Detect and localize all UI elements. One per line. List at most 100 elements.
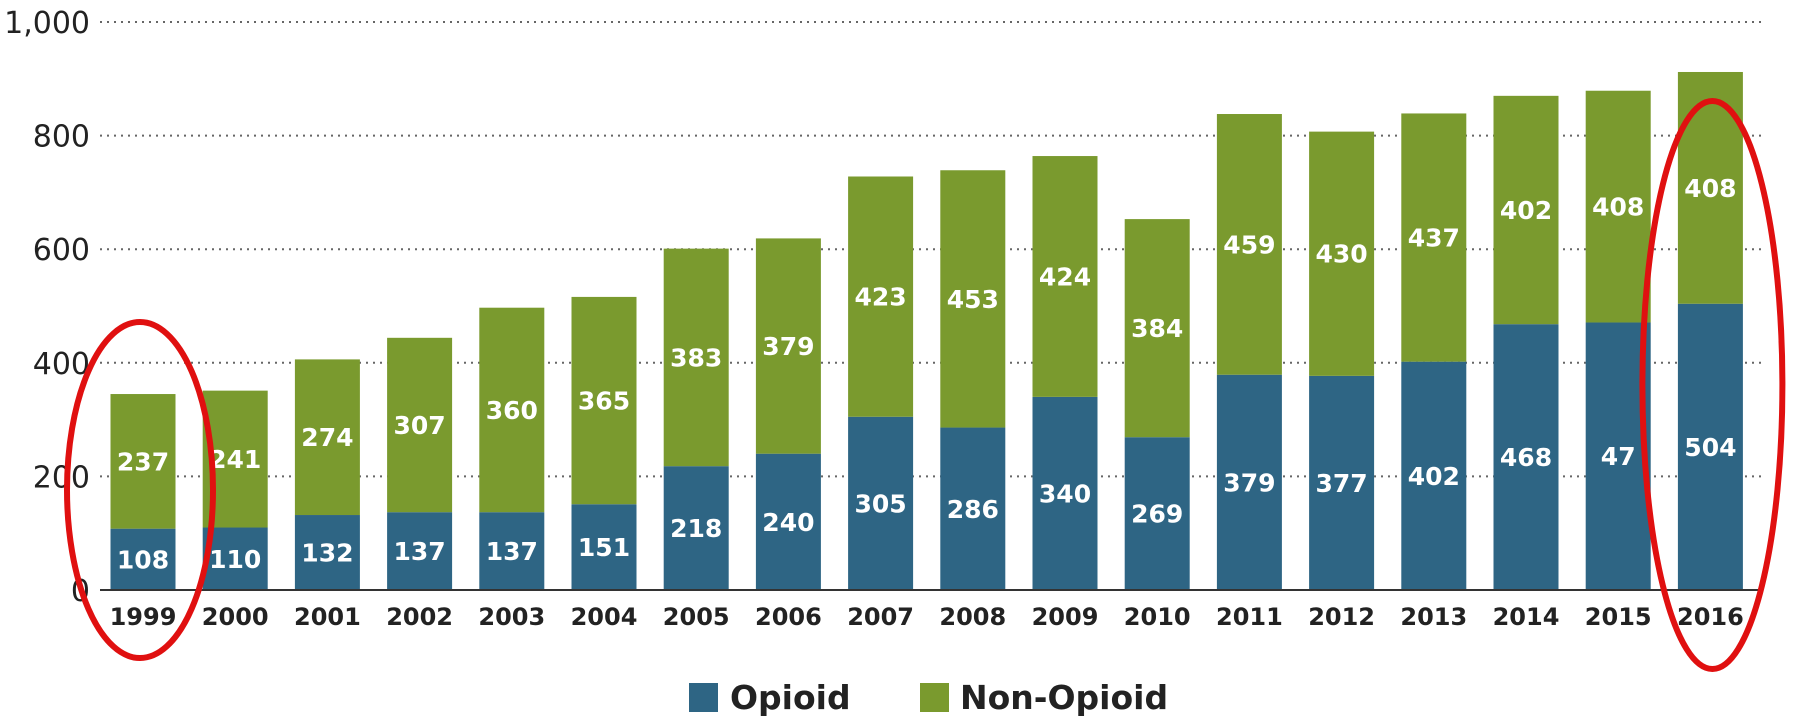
data-label-opioid-2009: 340 bbox=[1039, 479, 1091, 508]
bar-opioid-1999 bbox=[110, 528, 176, 590]
bar-opioid-2011 bbox=[1216, 374, 1282, 590]
bar-opioid-2012 bbox=[1309, 375, 1375, 590]
bar-opioid-2002 bbox=[387, 512, 453, 590]
bar-opioid-2009 bbox=[1032, 396, 1098, 590]
bar-non-opioid-2005 bbox=[663, 248, 729, 467]
data-label-non-opioid-2010: 384 bbox=[1131, 314, 1183, 343]
data-label-opioid-2016: 504 bbox=[1684, 433, 1736, 462]
annotation-circle-2016 bbox=[1639, 98, 1786, 672]
data-label-non-opioid-2001: 274 bbox=[301, 423, 353, 452]
bar-opioid-2008 bbox=[940, 427, 1006, 590]
data-label-non-opioid-2000: 241 bbox=[209, 445, 261, 474]
bar-non-opioid-2008 bbox=[940, 170, 1006, 428]
bar-non-opioid-2010 bbox=[1124, 219, 1190, 438]
data-label-opioid-2000: 110 bbox=[209, 545, 261, 574]
x-tick-label-2001: 2001 bbox=[294, 603, 361, 631]
data-label-non-opioid-2007: 423 bbox=[855, 283, 907, 312]
bar-non-opioid-2011 bbox=[1216, 114, 1282, 375]
legend-swatch-non-opioid bbox=[920, 683, 949, 712]
x-tick-label-2012: 2012 bbox=[1308, 603, 1375, 631]
bar-opioid-2000 bbox=[202, 527, 268, 590]
bar-opioid-2016 bbox=[1677, 303, 1743, 590]
bar-non-opioid-2006 bbox=[755, 238, 821, 454]
legend-swatch-opioid bbox=[689, 683, 718, 712]
x-tick-label-2000: 2000 bbox=[202, 603, 269, 631]
data-label-non-opioid-2014: 402 bbox=[1500, 196, 1552, 225]
bar-non-opioid-2012 bbox=[1309, 131, 1375, 376]
bar-opioid-2005 bbox=[663, 466, 729, 590]
bar-opioid-2004 bbox=[571, 504, 637, 590]
data-label-non-opioid-2006: 379 bbox=[762, 332, 814, 361]
x-tick-label-2016: 2016 bbox=[1677, 603, 1744, 631]
data-label-opioid-2015: 47 bbox=[1601, 442, 1636, 471]
data-label-opioid-2010: 269 bbox=[1131, 500, 1183, 529]
data-label-non-opioid-2003: 360 bbox=[486, 396, 538, 425]
data-label-opioid-2007: 305 bbox=[855, 489, 907, 518]
data-label-non-opioid-2009: 424 bbox=[1039, 262, 1091, 291]
bar-opioid-2003 bbox=[479, 512, 545, 590]
data-label-opioid-2001: 132 bbox=[301, 539, 353, 568]
bar-non-opioid-1999 bbox=[110, 394, 176, 529]
data-label-non-opioid-2013: 437 bbox=[1408, 224, 1460, 253]
data-label-non-opioid-1999: 237 bbox=[117, 447, 169, 476]
data-label-non-opioid-2015: 408 bbox=[1592, 193, 1644, 222]
bar-non-opioid-2001 bbox=[294, 359, 360, 516]
bar-non-opioid-2004 bbox=[571, 296, 637, 505]
bar-non-opioid-2003 bbox=[479, 307, 545, 513]
legend-label-non-opioid: Non-Opioid bbox=[960, 678, 1168, 717]
bar-non-opioid-2014 bbox=[1493, 95, 1559, 325]
bar-non-opioid-2002 bbox=[387, 337, 453, 513]
x-tick-label-2007: 2007 bbox=[847, 603, 914, 631]
data-label-opioid-2011: 379 bbox=[1223, 468, 1275, 497]
data-label-opioid-2005: 218 bbox=[670, 514, 722, 543]
x-axis-tick-labels: 1999 2000 2001 2002 2003 2004 2005 2006 2007 2008… bbox=[110, 603, 1744, 631]
bar-non-opioid-2007 bbox=[848, 176, 914, 417]
bar-non-opioid-2015 bbox=[1585, 90, 1651, 323]
x-tick-label-2006: 2006 bbox=[755, 603, 822, 631]
bars: 108 237 110 241 132 274 137 307 137 360 151 365 218 3… bbox=[110, 71, 1743, 590]
y-tick-label: 400 bbox=[33, 347, 90, 382]
x-tick-label-2003: 2003 bbox=[478, 603, 545, 631]
y-tick-label: 600 bbox=[33, 233, 90, 268]
legend: Opioid Non-Opioid bbox=[689, 678, 1168, 717]
x-tick-label-2005: 2005 bbox=[663, 603, 730, 631]
x-tick-label-2004: 2004 bbox=[571, 603, 638, 631]
x-tick-label-2015: 2015 bbox=[1585, 603, 1652, 631]
y-tick-label: 1,000 bbox=[4, 6, 90, 41]
data-label-opioid-2002: 137 bbox=[394, 537, 446, 566]
data-label-non-opioid-2008: 453 bbox=[947, 285, 999, 314]
data-label-non-opioid-2005: 383 bbox=[670, 343, 722, 372]
data-label-non-opioid-2002: 307 bbox=[394, 411, 446, 440]
bar-opioid-2007 bbox=[848, 416, 914, 590]
y-tick-label: 200 bbox=[33, 460, 90, 495]
x-tick-label-2010: 2010 bbox=[1124, 603, 1191, 631]
bar-opioid-2014 bbox=[1493, 324, 1559, 590]
x-tick-label-2014: 2014 bbox=[1493, 603, 1560, 631]
data-label-opioid-2004: 151 bbox=[578, 533, 630, 562]
data-label-opioid-2008: 286 bbox=[947, 495, 999, 524]
data-label-opioid-2014: 468 bbox=[1500, 443, 1552, 472]
data-label-non-opioid-2004: 365 bbox=[578, 387, 630, 416]
data-label-opioid-2003: 137 bbox=[486, 537, 538, 566]
data-label-opioid-2006: 240 bbox=[762, 508, 814, 537]
data-label-opioid-2013: 402 bbox=[1408, 462, 1460, 491]
x-tick-label-2013: 2013 bbox=[1400, 603, 1467, 631]
bar-opioid-2006 bbox=[755, 453, 821, 590]
x-tick-label-2002: 2002 bbox=[386, 603, 453, 631]
annotation-circle-1999 bbox=[64, 319, 216, 661]
bar-non-opioid-2013 bbox=[1401, 113, 1467, 362]
legend-label-opioid: Opioid bbox=[730, 678, 851, 717]
data-label-non-opioid-2011: 459 bbox=[1223, 230, 1275, 259]
x-tick-label-2011: 2011 bbox=[1216, 603, 1283, 631]
data-label-opioid-2012: 377 bbox=[1316, 469, 1368, 498]
y-tick-label: 800 bbox=[33, 120, 90, 155]
bar-opioid-2010 bbox=[1124, 437, 1190, 590]
bar-non-opioid-2009 bbox=[1032, 156, 1098, 397]
annotation-circles bbox=[64, 98, 1786, 672]
bar-opioid-2001 bbox=[294, 515, 360, 590]
data-label-non-opioid-2016: 408 bbox=[1684, 174, 1736, 203]
x-tick-label-1999: 1999 bbox=[110, 603, 177, 631]
bar-opioid-2013 bbox=[1401, 361, 1467, 590]
